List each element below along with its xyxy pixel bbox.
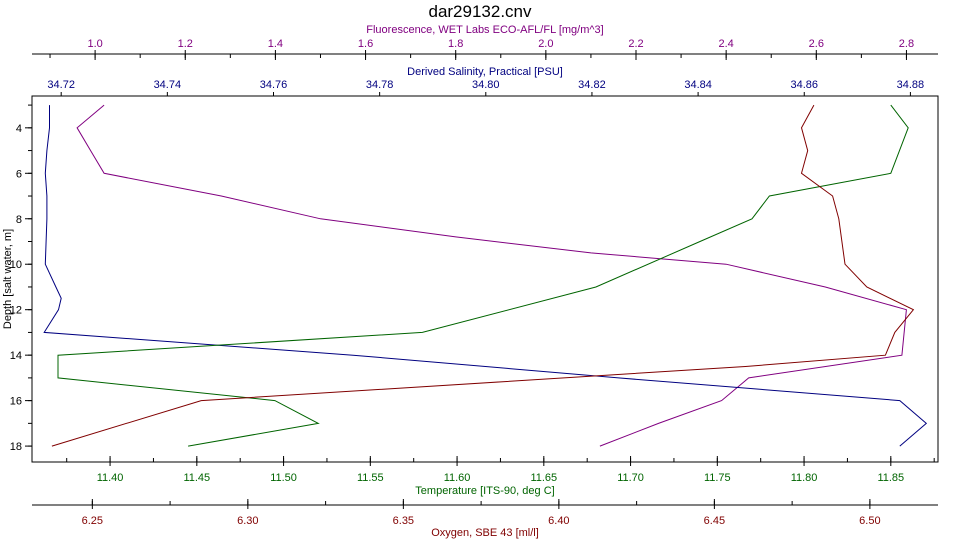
temperature-tick-label: 11.50 (270, 472, 297, 484)
depth-tick-label: 14 (10, 350, 22, 362)
salinity-tick-label: 34.86 (790, 79, 818, 91)
depth-y-axis: 4 6 8 10 12 14 16 18 Depth [salt water, m] (2, 104, 32, 453)
temperature-tick-label: 11.55 (357, 472, 384, 484)
salinity-axis-title: Derived Salinity, Practical [PSU] (407, 66, 563, 78)
salinity-tick-label: 34.88 (897, 79, 925, 91)
salinity-tick-label: 34.74 (154, 79, 182, 91)
temperature-tick-label: 11.65 (530, 472, 557, 484)
temperature-tick-label: 11.60 (444, 472, 471, 484)
depth-tick-label: 18 (10, 441, 22, 453)
depth-tick-label: 4 (16, 123, 22, 135)
oxygen-axis: 6.25 6.30 6.35 6.40 6.45 6.50 Oxygen, SBE 43 [… (32, 499, 938, 539)
fluorescence-tick-label: 1.8 (448, 38, 463, 50)
depth-tick-label: 10 (10, 259, 22, 271)
temperature-axis: 11.40 11.45 11.50 11.55 11.60 11.65 11.70 11.75… (32, 456, 938, 497)
fluorescence-axis-title: Fluorescence, WET Labs ECO-AFL/FL [mg/m^… (366, 24, 603, 36)
fluorescence-tick-label: 1.0 (87, 38, 102, 50)
fluorescence-tick-label: 1.4 (268, 38, 283, 50)
fluorescence-series-line (76, 104, 907, 447)
top-x-axes: 1.0 1.2 1.4 1.6 1.8 2.0 2.2 2.4 2.6 2.8 Fluorescen… (32, 24, 938, 102)
fluorescence-tick-label: 2.8 (899, 38, 914, 50)
salinity-tick-label: 34.80 (472, 79, 500, 91)
depth-tick-label: 6 (16, 168, 22, 180)
fluorescence-tick-label: 1.2 (178, 38, 193, 50)
oxygen-tick-label: 6.30 (237, 515, 258, 527)
salinity-series-line (43, 105, 928, 447)
fluorescence-tick-label: 2.2 (628, 38, 643, 50)
depth-tick-label: 12 (10, 305, 22, 317)
salinity-tick-label: 34.72 (47, 79, 75, 91)
temperature-tick-label: 11.85 (877, 472, 904, 484)
bottom-x-axes: 11.40 11.45 11.50 11.55 11.60 11.65 11.70 11.75… (32, 456, 938, 539)
temperature-tick-label: 11.45 (183, 472, 210, 484)
chart-title: dar29132.cnv (428, 2, 532, 21)
temperature-tick-label: 11.75 (704, 472, 731, 484)
salinity-tick-label: 34.84 (684, 79, 712, 91)
temperature-tick-label: 11.40 (97, 472, 124, 484)
oxygen-tick-label: 6.25 (82, 515, 103, 527)
depth-tick-label: 16 (10, 396, 22, 408)
salinity-tick-label: 34.82 (578, 79, 606, 91)
salinity-tick-label: 34.78 (366, 79, 394, 91)
fluorescence-tick-label: 2.4 (719, 38, 734, 50)
depth-axis-title: Depth [salt water, m] (2, 229, 14, 329)
salinity-axis: 34.72 34.74 34.76 34.78 34.80 34.82 34.84 34.86… (32, 66, 938, 102)
oxygen-tick-label: 6.45 (704, 515, 725, 527)
oxygen-series-line (51, 104, 915, 447)
series-lines (43, 104, 928, 447)
fluorescence-axis: 1.0 1.2 1.4 1.6 1.8 2.0 2.2 2.4 2.6 2.8 Fluorescen… (32, 24, 938, 60)
temperature-tick-label: 11.80 (791, 472, 818, 484)
oxygen-tick-label: 6.35 (393, 515, 414, 527)
fluorescence-tick-label: 2.6 (809, 38, 824, 50)
plot-area (31, 95, 939, 463)
oxygen-tick-label: 6.50 (859, 515, 880, 527)
fluorescence-tick-label: 1.6 (358, 38, 373, 50)
oxygen-axis-title: Oxygen, SBE 43 [ml/l] (431, 527, 539, 539)
temperature-series-line (57, 104, 909, 447)
temperature-axis-title: Temperature [ITS-90, deg C] (415, 485, 554, 497)
salinity-tick-label: 34.76 (260, 79, 288, 91)
depth-tick-label: 8 (16, 214, 22, 226)
temperature-tick-label: 11.70 (617, 472, 644, 484)
fluorescence-tick-label: 2.0 (538, 38, 553, 50)
oxygen-tick-label: 6.40 (548, 515, 569, 527)
